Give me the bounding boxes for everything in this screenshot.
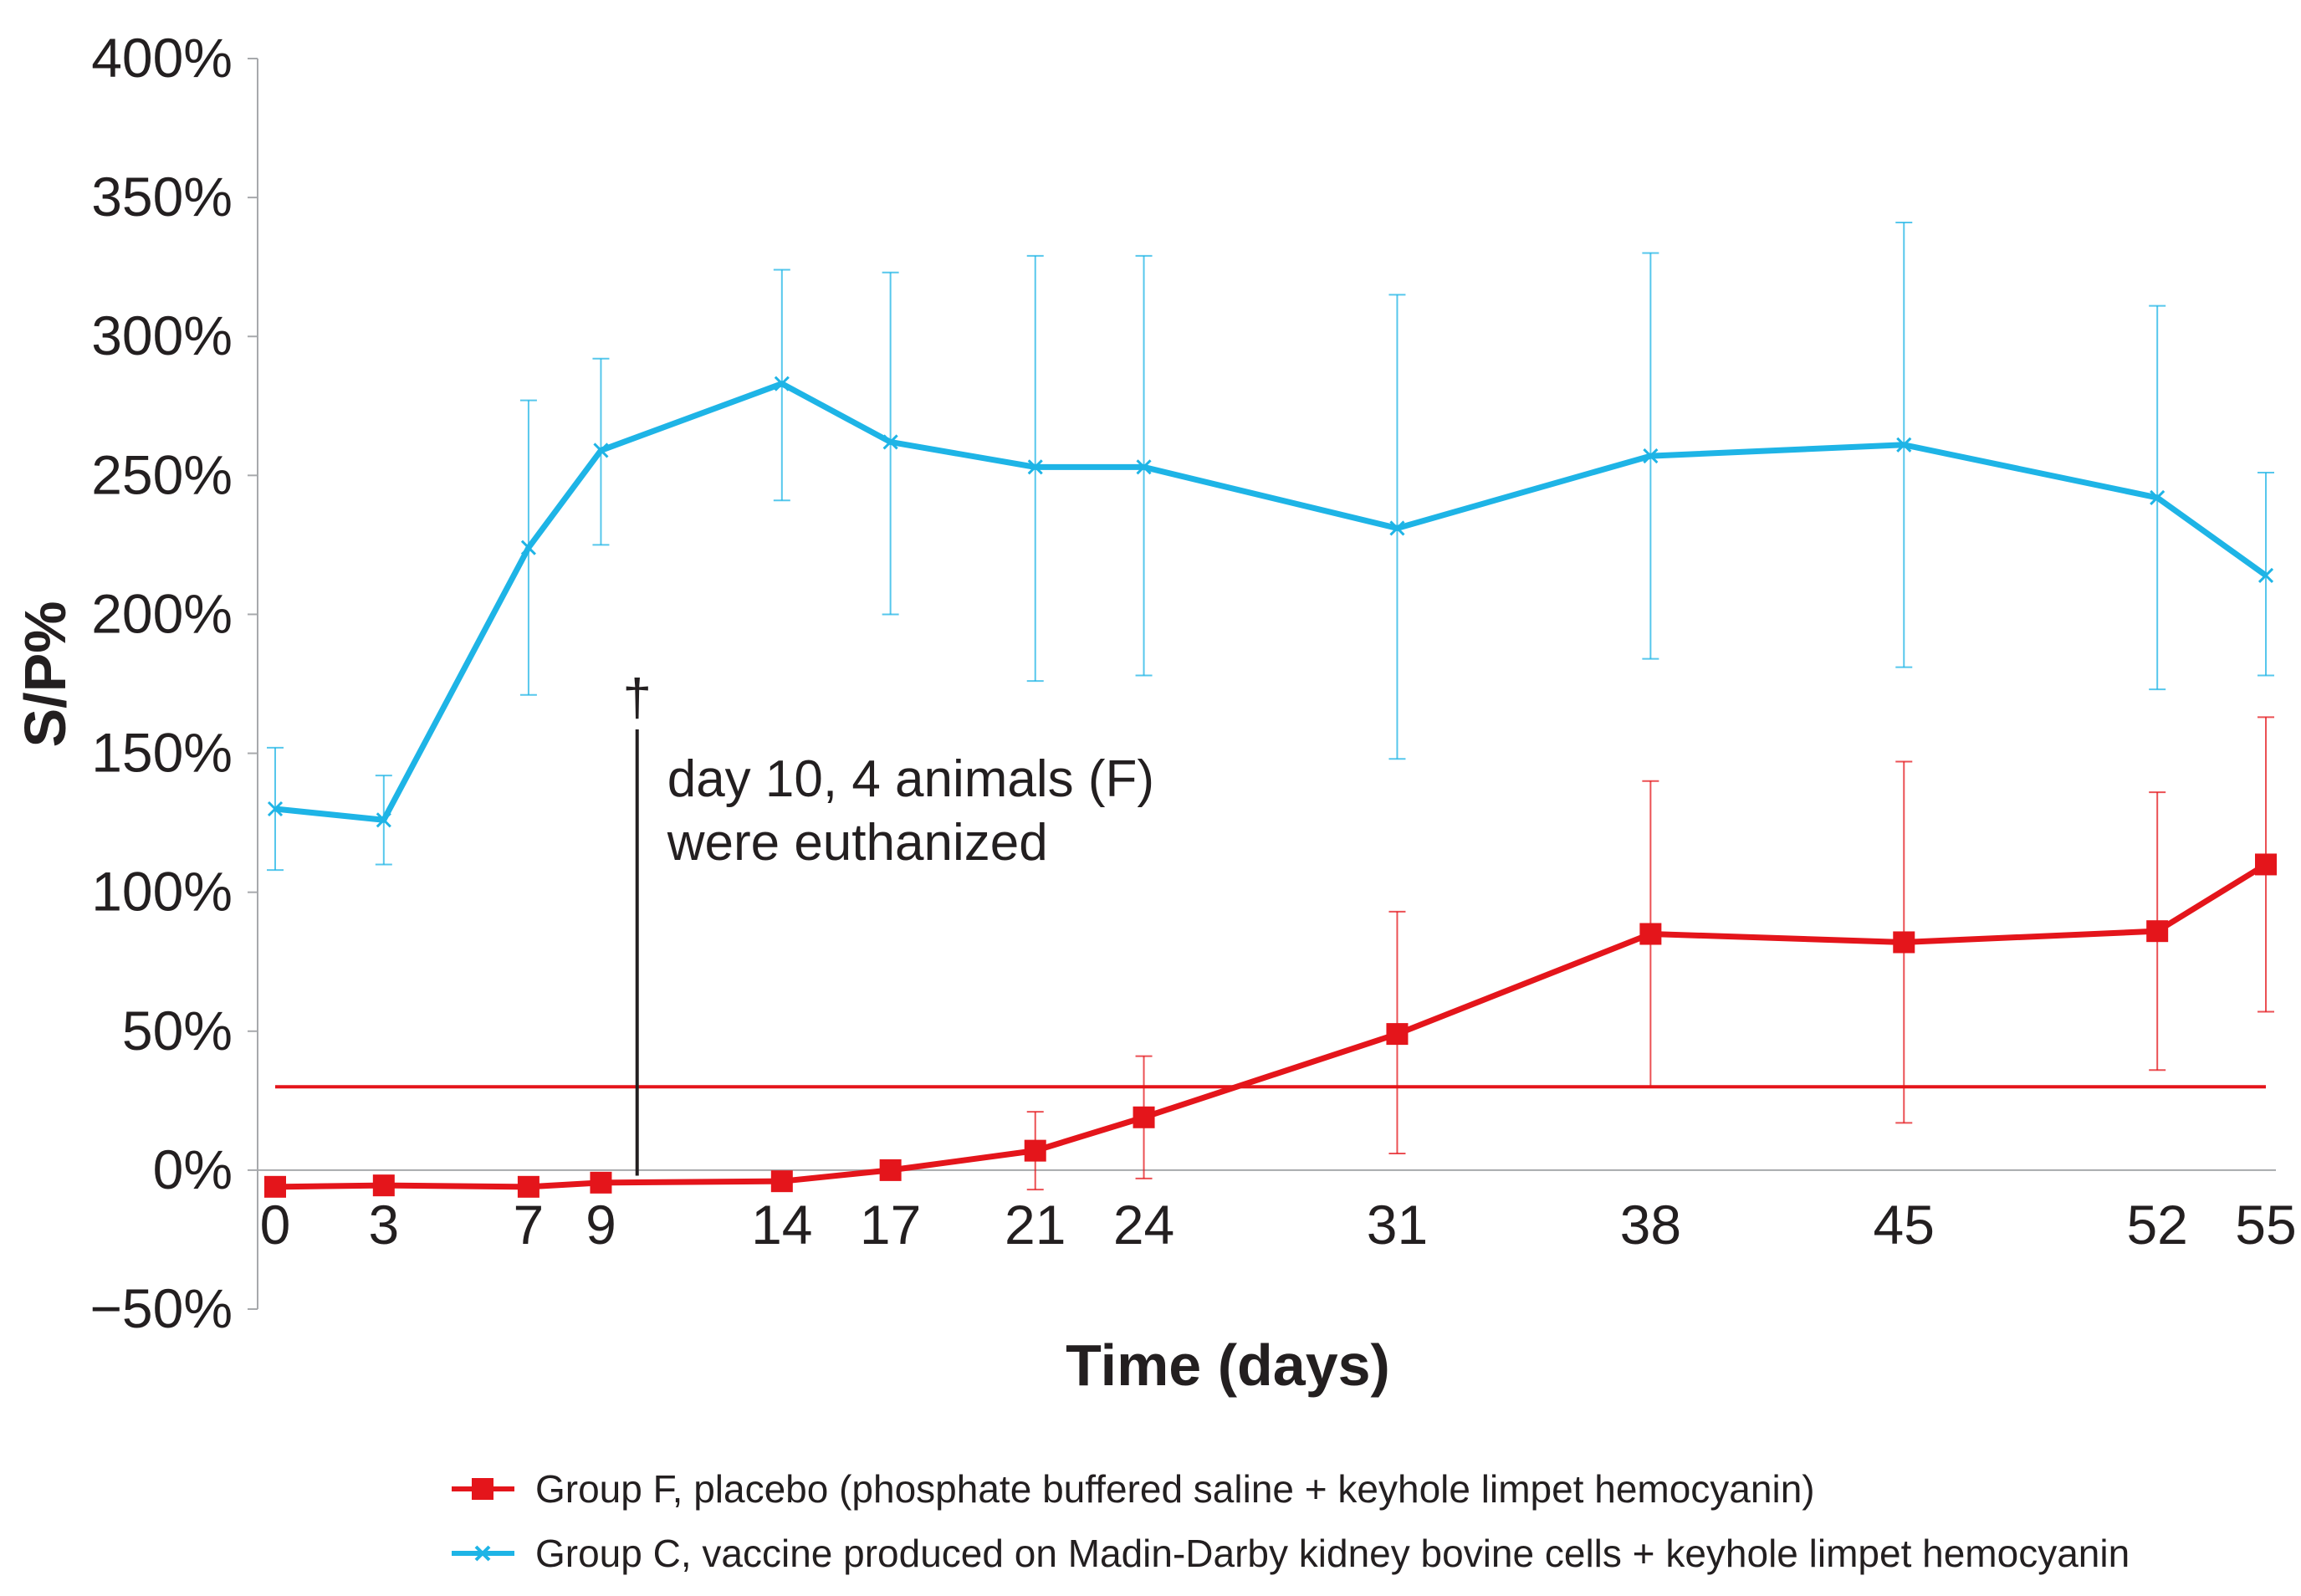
y-tick-label: 0% bbox=[153, 1138, 233, 1200]
data-point-group-f bbox=[2146, 920, 2169, 943]
data-point-group-c bbox=[1643, 448, 1659, 464]
y-axis-title: S/P% bbox=[13, 601, 78, 747]
x-tick-label: 55 bbox=[2235, 1194, 2296, 1256]
data-point-group-f bbox=[2255, 853, 2277, 876]
data-point-group-f bbox=[1893, 931, 1915, 954]
data-point-group-c bbox=[1896, 437, 1912, 453]
data-point-group-c bbox=[774, 376, 790, 391]
legend-label-group-c: Group C, vaccine produced on Madin-Darby… bbox=[535, 1532, 2130, 1575]
legend-label-group-f: Group F, placebo (phosphate buffered sal… bbox=[535, 1467, 1815, 1511]
x-tick-label: 52 bbox=[2126, 1194, 2187, 1256]
data-point-group-c bbox=[1027, 459, 1043, 475]
series-markers bbox=[264, 376, 2277, 1198]
y-tick-label: 400% bbox=[91, 27, 233, 89]
series-line-group-c bbox=[274, 381, 2268, 823]
data-point-group-c bbox=[267, 801, 284, 817]
data-point-group-f bbox=[879, 1159, 902, 1181]
data-point-group-c bbox=[1136, 459, 1152, 475]
axes: −50% 0% 50% 100% 150% 200% 250% 300% 350% 400% 0 3 7… bbox=[89, 27, 2296, 1339]
x-tick-label: 21 bbox=[1005, 1194, 1066, 1256]
data-point-group-f bbox=[770, 1170, 793, 1193]
data-point-group-c bbox=[2150, 489, 2165, 505]
y-tick-label: 200% bbox=[91, 582, 233, 644]
x-axis-title: Time (days) bbox=[1066, 1333, 1390, 1398]
y-tick-label: 150% bbox=[91, 722, 233, 784]
data-point-group-f bbox=[264, 1175, 286, 1198]
x-tick-label: 9 bbox=[585, 1194, 616, 1256]
data-point-group-f bbox=[590, 1171, 612, 1194]
y-tick-label: 300% bbox=[91, 304, 233, 366]
x-tick-label: 0 bbox=[260, 1194, 291, 1256]
data-point-group-f bbox=[1133, 1106, 1155, 1128]
data-point-group-c bbox=[882, 434, 898, 450]
data-point-group-c bbox=[520, 540, 536, 555]
y-tick-label: 250% bbox=[91, 443, 233, 505]
data-point-group-c bbox=[593, 442, 609, 458]
x-tick-label: 38 bbox=[1620, 1194, 1681, 1256]
error-bars bbox=[267, 222, 2274, 1191]
series-lines bbox=[274, 381, 2268, 1190]
legend: Group F, placebo (phosphate buffered sal… bbox=[452, 1467, 2130, 1575]
y-tick-label: −50% bbox=[89, 1277, 233, 1339]
data-point-group-f bbox=[372, 1174, 395, 1197]
data-point-group-f bbox=[1024, 1139, 1046, 1162]
legend-marker-group-c bbox=[474, 1545, 491, 1562]
dagger-symbol: † bbox=[622, 669, 651, 727]
annotation: † day 10, 4 animals (F) were euthanized bbox=[622, 669, 1154, 1176]
x-tick-label: 24 bbox=[1113, 1194, 1174, 1256]
y-tick-label: 50% bbox=[122, 1000, 233, 1061]
data-point-group-f bbox=[1386, 1023, 1409, 1046]
x-tick-label: 45 bbox=[1874, 1194, 1935, 1256]
data-point-group-f bbox=[1639, 923, 1662, 945]
y-tick-label: 100% bbox=[91, 861, 233, 923]
series-line-group-f bbox=[274, 862, 2268, 1190]
x-tick-label: 7 bbox=[514, 1194, 545, 1256]
x-tick-label: 31 bbox=[1367, 1194, 1428, 1256]
data-point-group-f bbox=[517, 1175, 539, 1198]
x-tick-label: 3 bbox=[368, 1194, 399, 1256]
x-tick-label: 14 bbox=[751, 1194, 812, 1256]
annotation-text: day 10, 4 animals (F) bbox=[667, 750, 1154, 808]
data-point-group-c bbox=[376, 812, 391, 828]
x-tick-label: 17 bbox=[860, 1194, 921, 1256]
y-tick-label: 350% bbox=[91, 166, 233, 228]
data-point-group-c bbox=[1389, 520, 1405, 536]
data-point-group-c bbox=[2258, 567, 2274, 583]
legend-marker-group-f bbox=[472, 1478, 493, 1500]
annotation-text: were euthanized bbox=[667, 814, 1048, 872]
